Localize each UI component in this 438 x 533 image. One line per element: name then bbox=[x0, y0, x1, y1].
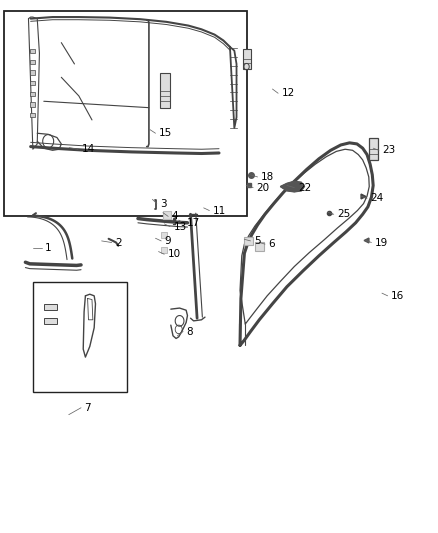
Text: 9: 9 bbox=[165, 236, 171, 246]
Text: 1: 1 bbox=[45, 243, 52, 253]
Text: 23: 23 bbox=[382, 146, 396, 155]
Bar bbox=[30, 92, 35, 96]
Polygon shape bbox=[280, 181, 304, 192]
Bar bbox=[4, 11, 247, 216]
Text: 8: 8 bbox=[187, 327, 193, 336]
Text: 24: 24 bbox=[371, 193, 384, 203]
Text: 14: 14 bbox=[81, 144, 95, 154]
Text: 22: 22 bbox=[298, 183, 311, 192]
Bar bbox=[30, 102, 35, 107]
Text: 6: 6 bbox=[268, 239, 275, 249]
Text: 4: 4 bbox=[172, 212, 178, 221]
Text: 15: 15 bbox=[159, 128, 172, 138]
Bar bbox=[161, 247, 167, 253]
Bar bbox=[30, 70, 35, 75]
Bar bbox=[243, 49, 251, 69]
Bar bbox=[163, 211, 171, 219]
Bar bbox=[30, 49, 35, 53]
Bar bbox=[30, 113, 35, 117]
Bar bbox=[369, 138, 378, 160]
Text: 13: 13 bbox=[173, 222, 187, 231]
Text: 18: 18 bbox=[261, 172, 274, 182]
Bar bbox=[30, 81, 35, 85]
Bar bbox=[255, 242, 264, 251]
Bar bbox=[44, 318, 57, 324]
Bar bbox=[160, 73, 170, 108]
Bar bbox=[33, 282, 127, 392]
Text: 19: 19 bbox=[375, 238, 388, 247]
Text: 10: 10 bbox=[168, 249, 181, 259]
Text: 16: 16 bbox=[391, 291, 404, 301]
Text: 11: 11 bbox=[213, 206, 226, 215]
Text: 25: 25 bbox=[337, 209, 350, 219]
Bar bbox=[30, 60, 35, 64]
Text: 3: 3 bbox=[160, 199, 167, 208]
Text: 17: 17 bbox=[187, 218, 200, 228]
Bar bbox=[44, 304, 57, 310]
Text: 12: 12 bbox=[282, 88, 295, 98]
Bar bbox=[244, 237, 253, 245]
Bar bbox=[161, 232, 167, 238]
Text: 20: 20 bbox=[257, 183, 270, 192]
Text: 5: 5 bbox=[254, 236, 261, 246]
Text: 7: 7 bbox=[85, 403, 91, 413]
Text: 2: 2 bbox=[115, 238, 122, 247]
